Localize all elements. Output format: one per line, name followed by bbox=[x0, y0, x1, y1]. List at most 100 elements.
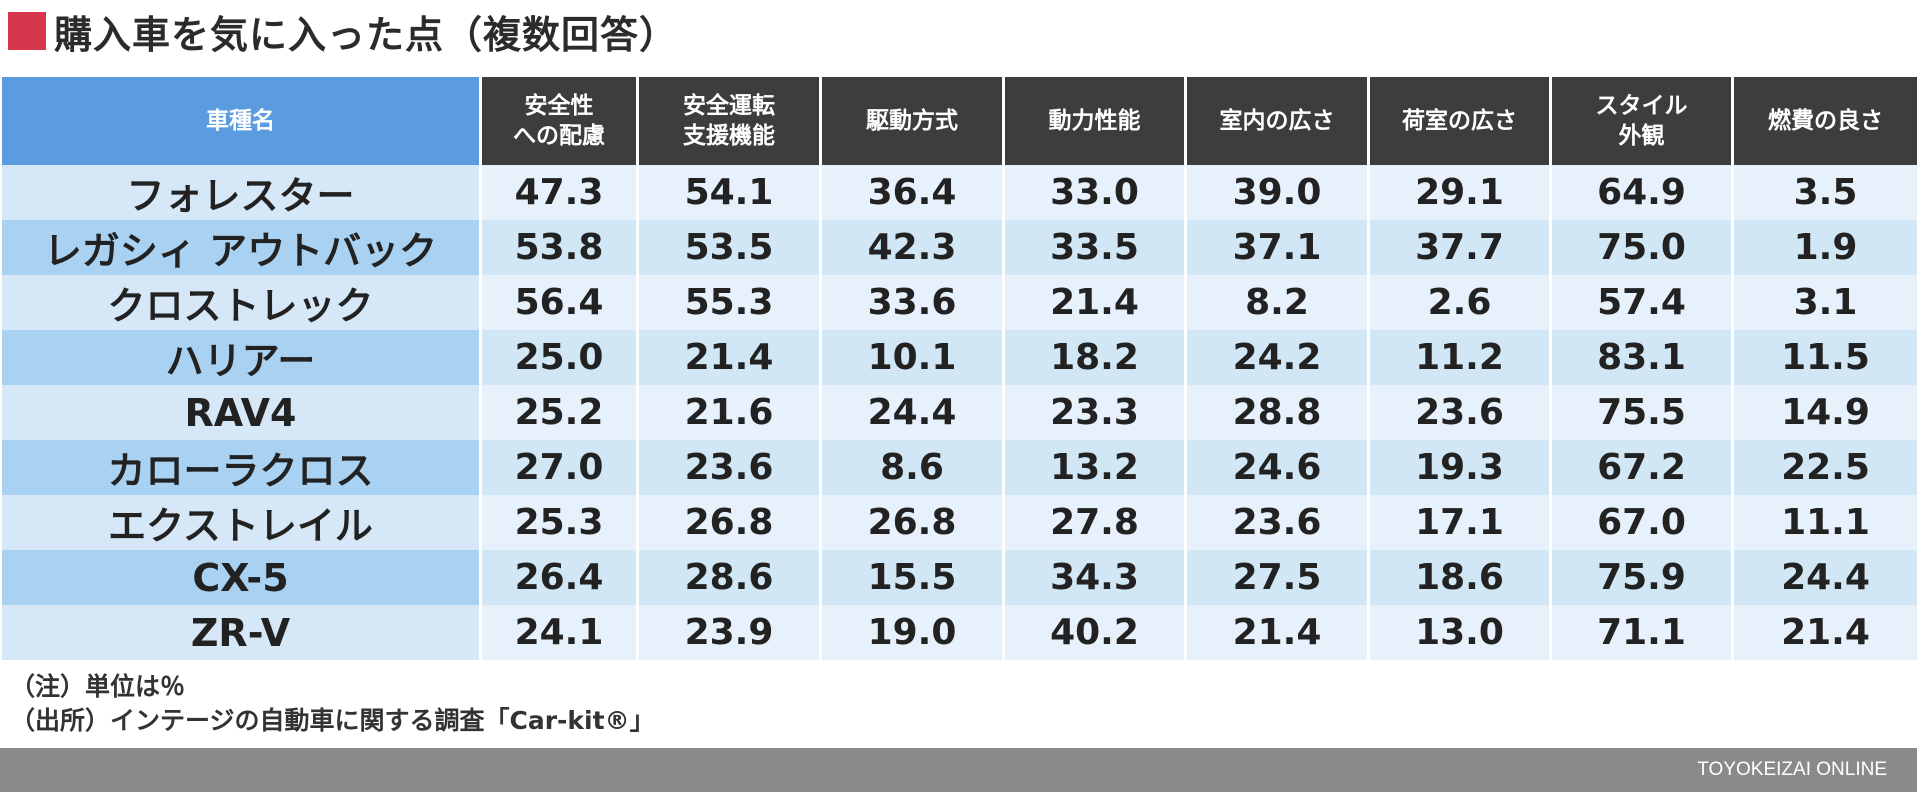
table-row: フォレスター 47.3 54.1 36.4 33.0 39.0 29.1 64.9 3.5 bbox=[2, 165, 1917, 220]
value-cell: 11.5 bbox=[1734, 330, 1917, 385]
table-row: ハリアー 25.0 21.4 10.1 18.2 24.2 11.2 83.1 11.5 bbox=[2, 330, 1917, 385]
value-cell: 10.1 bbox=[822, 330, 1005, 385]
column-header-line: 荷室の広さ bbox=[1402, 108, 1517, 134]
value-cell: 24.4 bbox=[822, 385, 1005, 440]
table-row: カローラクロス 27.0 23.6 8.6 13.2 24.6 19.3 67.2 22.5 bbox=[2, 440, 1917, 495]
column-header-line: 外観 bbox=[1618, 123, 1665, 149]
car-name-cell: RAV4 bbox=[2, 385, 482, 440]
value-cell: 33.5 bbox=[1005, 220, 1187, 275]
column-header: 室内の広さ bbox=[1187, 77, 1370, 165]
value-cell: 25.2 bbox=[482, 385, 639, 440]
page-title: 購入車を気に入った点（複数回答） bbox=[54, 12, 679, 57]
value-cell: 75.0 bbox=[1552, 220, 1734, 275]
value-cell: 47.3 bbox=[482, 165, 639, 220]
value-cell: 71.1 bbox=[1552, 605, 1734, 660]
value-cell: 27.8 bbox=[1005, 495, 1187, 550]
column-header-line: への配慮 bbox=[513, 123, 605, 149]
value-cell: 42.3 bbox=[822, 220, 1005, 275]
value-cell: 11.2 bbox=[1370, 330, 1552, 385]
value-cell: 23.6 bbox=[639, 440, 822, 495]
value-cell: 23.9 bbox=[639, 605, 822, 660]
column-header-line: スタイル bbox=[1595, 93, 1688, 119]
value-cell: 26.8 bbox=[822, 495, 1005, 550]
value-cell: 15.5 bbox=[822, 550, 1005, 605]
value-cell: 40.2 bbox=[1005, 605, 1187, 660]
value-cell: 53.8 bbox=[482, 220, 639, 275]
column-header: 燃費の良さ bbox=[1734, 77, 1917, 165]
value-cell: 2.6 bbox=[1370, 275, 1552, 330]
value-cell: 18.2 bbox=[1005, 330, 1187, 385]
car-name-cell: フォレスター bbox=[2, 165, 482, 220]
column-header: スタイル 外観 bbox=[1552, 77, 1734, 165]
car-name-cell: レガシィ アウトバック bbox=[2, 220, 482, 275]
car-name-cell: ZR-V bbox=[2, 605, 482, 660]
value-cell: 18.6 bbox=[1370, 550, 1552, 605]
value-cell: 21.4 bbox=[1187, 605, 1370, 660]
table-body: フォレスター 47.3 54.1 36.4 33.0 39.0 29.1 64.9 3.5 レガシ… bbox=[2, 165, 1917, 660]
column-header-car-name: 車種名 bbox=[2, 77, 482, 165]
value-cell: 23.6 bbox=[1187, 495, 1370, 550]
value-cell: 39.0 bbox=[1187, 165, 1370, 220]
value-cell: 21.6 bbox=[639, 385, 822, 440]
value-cell: 21.4 bbox=[1734, 605, 1917, 660]
column-header: 安全運転 支援機能 bbox=[639, 77, 822, 165]
value-cell: 27.5 bbox=[1187, 550, 1370, 605]
value-cell: 34.3 bbox=[1005, 550, 1187, 605]
value-cell: 75.5 bbox=[1552, 385, 1734, 440]
value-cell: 17.1 bbox=[1370, 495, 1552, 550]
value-cell: 23.6 bbox=[1370, 385, 1552, 440]
footer-bar: TOYOKEIZAI ONLINE bbox=[0, 748, 1917, 792]
value-cell: 33.0 bbox=[1005, 165, 1187, 220]
value-cell: 13.0 bbox=[1370, 605, 1552, 660]
footer-brand: TOYOKEIZAI ONLINE bbox=[1697, 759, 1887, 780]
title-row: 購入車を気に入った点（複数回答） bbox=[8, 8, 678, 57]
value-cell: 57.4 bbox=[1552, 275, 1734, 330]
value-cell: 37.7 bbox=[1370, 220, 1552, 275]
note-source: （出所）インテージの自動車に関する調査「Car-kit®」 bbox=[10, 706, 655, 735]
note-unit: （注）単位は％ bbox=[10, 672, 186, 701]
value-cell: 64.9 bbox=[1552, 165, 1734, 220]
value-cell: 24.1 bbox=[482, 605, 639, 660]
value-cell: 53.5 bbox=[639, 220, 822, 275]
value-cell: 83.1 bbox=[1552, 330, 1734, 385]
table-row: ZR-V 24.1 23.9 19.0 40.2 21.4 13.0 71.1 21.4 bbox=[2, 605, 1917, 660]
value-cell: 26.8 bbox=[639, 495, 822, 550]
value-cell: 56.4 bbox=[482, 275, 639, 330]
column-header-line: 安全運転 bbox=[683, 93, 775, 119]
car-name-cell: エクストレイル bbox=[2, 495, 482, 550]
table-row: エクストレイル 25.3 26.8 26.8 27.8 23.6 17.1 67.0 11.1 bbox=[2, 495, 1917, 550]
value-cell: 27.0 bbox=[482, 440, 639, 495]
value-cell: 67.2 bbox=[1552, 440, 1734, 495]
notes: （注）単位は％ （出所）インテージの自動車に関する調査「Car-kit®」 bbox=[10, 670, 655, 738]
value-cell: 55.3 bbox=[639, 275, 822, 330]
column-header: 駆動方式 bbox=[822, 77, 1005, 165]
value-cell: 1.9 bbox=[1734, 220, 1917, 275]
value-cell: 28.6 bbox=[639, 550, 822, 605]
car-name-cell: クロストレック bbox=[2, 275, 482, 330]
car-name-cell: CX-5 bbox=[2, 550, 482, 605]
column-header: 安全性 への配慮 bbox=[482, 77, 639, 165]
table-row: レガシィ アウトバック 53.8 53.5 42.3 33.5 37.1 37.7 75.0 1… bbox=[2, 220, 1917, 275]
value-cell: 8.2 bbox=[1187, 275, 1370, 330]
car-name-cell: カローラクロス bbox=[2, 440, 482, 495]
value-cell: 36.4 bbox=[822, 165, 1005, 220]
table-row: クロストレック 56.4 55.3 33.6 21.4 8.2 2.6 57.4 3.1 bbox=[2, 275, 1917, 330]
value-cell: 37.1 bbox=[1187, 220, 1370, 275]
value-cell: 25.0 bbox=[482, 330, 639, 385]
table-row: RAV4 25.2 21.6 24.4 23.3 28.8 23.6 75.5 14.9 bbox=[2, 385, 1917, 440]
value-cell: 33.6 bbox=[822, 275, 1005, 330]
value-cell: 28.8 bbox=[1187, 385, 1370, 440]
value-cell: 23.3 bbox=[1005, 385, 1187, 440]
value-cell: 24.6 bbox=[1187, 440, 1370, 495]
value-cell: 14.9 bbox=[1734, 385, 1917, 440]
value-cell: 13.2 bbox=[1005, 440, 1187, 495]
car-name-cell: ハリアー bbox=[2, 330, 482, 385]
value-cell: 25.3 bbox=[482, 495, 639, 550]
value-cell: 3.5 bbox=[1734, 165, 1917, 220]
title-square-icon bbox=[8, 12, 46, 50]
value-cell: 11.1 bbox=[1734, 495, 1917, 550]
value-cell: 19.0 bbox=[822, 605, 1005, 660]
value-cell: 75.9 bbox=[1552, 550, 1734, 605]
value-cell: 3.1 bbox=[1734, 275, 1917, 330]
data-table: 車種名 安全性 への配慮 安全運転 支援機能 駆動方式 動力性能 室内の広さ 荷室の広さ スタイ… bbox=[2, 77, 1917, 660]
